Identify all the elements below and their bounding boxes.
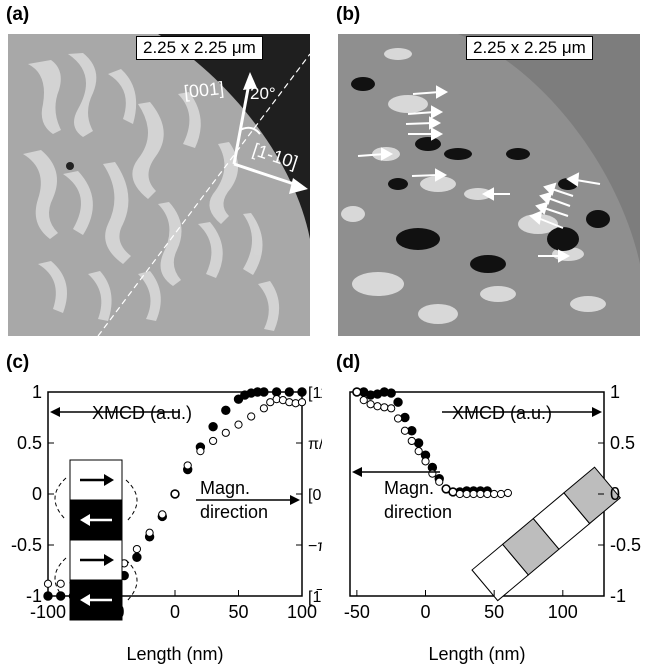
panel-label-a: (a): [6, 4, 30, 25]
d-point-s1-22: [503, 488, 512, 498]
c-point-s1-16: [209, 436, 218, 446]
d-point-s1-7: [400, 426, 410, 435]
d-xtick-2: 50: [484, 602, 504, 622]
c-point-s0-22: [259, 387, 269, 397]
c-ytick-left-4: 1: [32, 382, 42, 402]
d-point-s1-1: [359, 396, 368, 405]
c-point-s1-17: [221, 428, 230, 437]
d-point-s1-2: [366, 400, 375, 409]
c-point-s1-18: [234, 420, 243, 429]
c-xtick-0: -100: [30, 602, 66, 622]
d-point-s1-9: [414, 447, 423, 456]
axis-1m10-arrow: [233, 162, 301, 188]
panel-label-d: (d): [336, 352, 361, 373]
c-point-s1-21: [266, 398, 275, 407]
c-annotation-xmcd: XMCD (a.u.): [92, 403, 192, 423]
d-xlabel: Length (nm): [428, 644, 525, 664]
d-ytick-right-4: 1: [610, 382, 620, 402]
d-annotation-xmcd: XMCD (a.u.): [452, 403, 552, 423]
d-ytick-right-0: -1: [610, 586, 626, 606]
c-ytick-left-0: -1: [26, 586, 42, 606]
d-point-s1-21: [496, 489, 506, 499]
d-ytick-right-2: 0: [610, 484, 620, 504]
d-annotation-direction: direction: [384, 502, 452, 522]
axis-001-arrow: [232, 77, 252, 165]
c-xtick-2: 0: [170, 602, 180, 622]
scalebar-b: 2.25 x 2.25 μm: [466, 36, 593, 60]
c-point-s0-10: [132, 552, 142, 562]
d-point-s1-11: [428, 469, 437, 478]
c-point-s0-17: [221, 405, 231, 416]
d-point-s1-13: [442, 484, 451, 493]
d-point-s1-14: [448, 487, 458, 497]
chart-d: XMCD (a.u.) Magn. direction -50 0 50 100 -1 -…: [344, 382, 641, 664]
c-point-s0-23: [271, 387, 282, 397]
d-xtick-1: 0: [421, 602, 431, 622]
d-point-s1-5: [387, 404, 396, 413]
panel-label-b: (b): [336, 4, 361, 25]
c-point-s1-0: [43, 579, 53, 588]
c-point-s1-19: [247, 412, 256, 421]
c-point-s0-1: [56, 591, 66, 601]
c-ytick-right-0: [1̅10]: [308, 588, 322, 606]
d-xtick-0: -50: [344, 602, 370, 622]
xmcd-image-a: [8, 34, 310, 336]
d-point-s0-6: [393, 397, 403, 407]
d-point-s1-18: [476, 489, 485, 499]
c-ytick-right-4: [11̅0]: [308, 384, 322, 402]
d-point-s1-17: [469, 489, 478, 499]
c-ytick-left-1: -0.5: [11, 535, 42, 555]
domain-arrows: [357, 85, 601, 263]
chart-c: XMCD (a.u.) Magn. direction -100 -50 0 50 10…: [11, 382, 322, 664]
d-point-s1-6: [393, 414, 403, 423]
d-point-s1-16: [462, 489, 471, 499]
d-ytick-right-3: 0.5: [610, 433, 635, 453]
d-point-s1-15: [455, 489, 464, 499]
c-point-s1-11: [145, 528, 154, 537]
d-point-s1-8: [407, 436, 416, 446]
c-ytick-right-3: π/4: [308, 436, 322, 453]
panel-label-c: (c): [6, 352, 30, 373]
c-ytick-left-3: 0.5: [17, 433, 42, 453]
c-ytick-right-2: [001]: [308, 487, 322, 504]
axis-label-001: [001]: [183, 77, 225, 103]
c-xtick-1: -50: [98, 602, 124, 622]
c-point-s0-16: [208, 421, 218, 432]
c-point-s1-12: [158, 510, 167, 519]
angle-label: 20°: [250, 84, 276, 103]
c-ytick-left-2: 0: [32, 484, 42, 504]
c-domain-inset: [54, 459, 138, 621]
d-domain-inset: [471, 466, 621, 602]
d-point-s0-5: [386, 388, 396, 398]
c-xlabel: Length (nm): [126, 644, 223, 664]
c-point-s0-24: [284, 387, 294, 397]
c-xtick-4: 100: [287, 602, 317, 622]
d-point-s1-3: [373, 402, 382, 411]
d-point-s1-0: [352, 387, 361, 397]
d-point-s1-4: [380, 403, 389, 412]
d-point-s1-20: [490, 489, 499, 499]
c-ytick-right-1: −π/4: [308, 538, 322, 555]
xmcd-image-b: [338, 34, 640, 336]
d-point-s1-12: [435, 477, 444, 486]
c-annotation-direction: direction: [200, 502, 268, 522]
c-point-s1-15: [196, 447, 205, 456]
d-annotation-magn: Magn.: [384, 478, 434, 498]
d-ytick-right-1: -0.5: [610, 535, 641, 555]
c-point-s1-26: [297, 398, 307, 407]
d-point-s1-19: [483, 489, 492, 499]
c-point-s1-14: [183, 461, 192, 470]
c-annotation-magn: Magn.: [200, 478, 250, 498]
c-xtick-3: 50: [228, 602, 248, 622]
c-point-s1-13: [170, 489, 180, 499]
d-point-s1-10: [421, 457, 430, 466]
c-point-s1-20: [259, 404, 268, 413]
c-point-s1-1: [56, 579, 65, 588]
c-point-s1-10: [132, 544, 141, 554]
d-xtick-3: 100: [548, 602, 578, 622]
scalebar-a: 2.25 x 2.25 μm: [136, 36, 263, 60]
